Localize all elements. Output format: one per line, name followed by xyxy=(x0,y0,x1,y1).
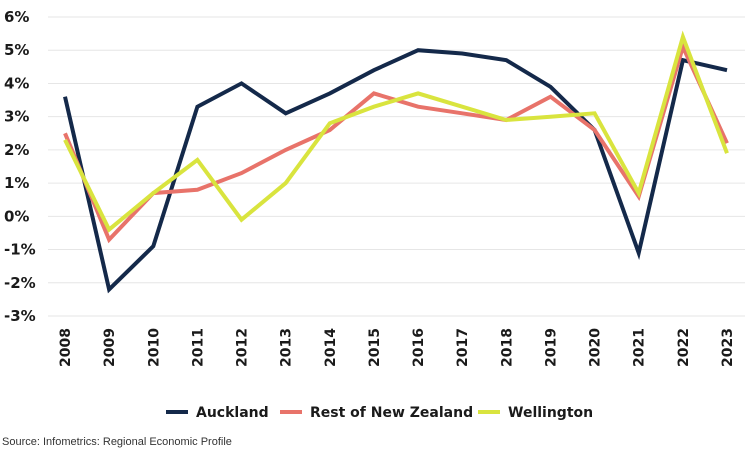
y-tick-label: 3% xyxy=(4,108,29,126)
x-tick-label: 2023 xyxy=(720,328,736,367)
y-tick-label: 2% xyxy=(4,141,29,159)
x-tick-label: 2021 xyxy=(632,328,648,367)
x-axis-ticks: 2008 2009 2010 2011 2012 2013 2014 2015 2016 2017… xyxy=(58,328,736,367)
x-tick-label: 2017 xyxy=(455,328,471,367)
x-tick-label: 2020 xyxy=(588,328,604,367)
x-tick-label: 2022 xyxy=(676,328,692,367)
legend-label: Wellington xyxy=(508,405,593,421)
y-tick-label: 0% xyxy=(4,207,29,225)
x-tick-label: 2008 xyxy=(58,328,74,367)
y-tick-label: -3% xyxy=(4,307,36,325)
x-tick-label: 2015 xyxy=(367,328,383,367)
y-tick-label: -2% xyxy=(4,274,36,292)
x-tick-label: 2018 xyxy=(499,328,515,367)
y-tick-label: 6% xyxy=(4,8,29,26)
series-lines xyxy=(63,30,729,294)
x-tick-label: 2009 xyxy=(102,328,118,367)
x-tick-label: 2012 xyxy=(235,328,251,367)
x-tick-label: 2011 xyxy=(190,328,206,367)
x-tick-label: 2010 xyxy=(146,328,162,367)
x-tick-label: 2019 xyxy=(543,328,559,367)
series-line-wellington xyxy=(63,30,729,233)
y-tick-label: 5% xyxy=(4,41,29,59)
x-tick-label: 2014 xyxy=(323,328,339,367)
y-tick-label: 1% xyxy=(4,174,29,192)
x-tick-label: 2016 xyxy=(411,328,427,367)
legend: Auckland Rest of New Zealand Wellington xyxy=(166,405,593,421)
y-axis-ticks: -3% -2% -1% 0% 1% 2% 3% 4% 5% 6% xyxy=(4,8,36,325)
y-tick-label: -1% xyxy=(4,241,36,259)
x-tick-label: 2013 xyxy=(279,328,295,367)
source-note: Source: Infometrics: Regional Economic P… xyxy=(2,436,232,448)
y-tick-label: 4% xyxy=(4,74,29,92)
legend-label: Rest of New Zealand xyxy=(310,405,473,421)
legend-label: Auckland xyxy=(196,405,269,421)
